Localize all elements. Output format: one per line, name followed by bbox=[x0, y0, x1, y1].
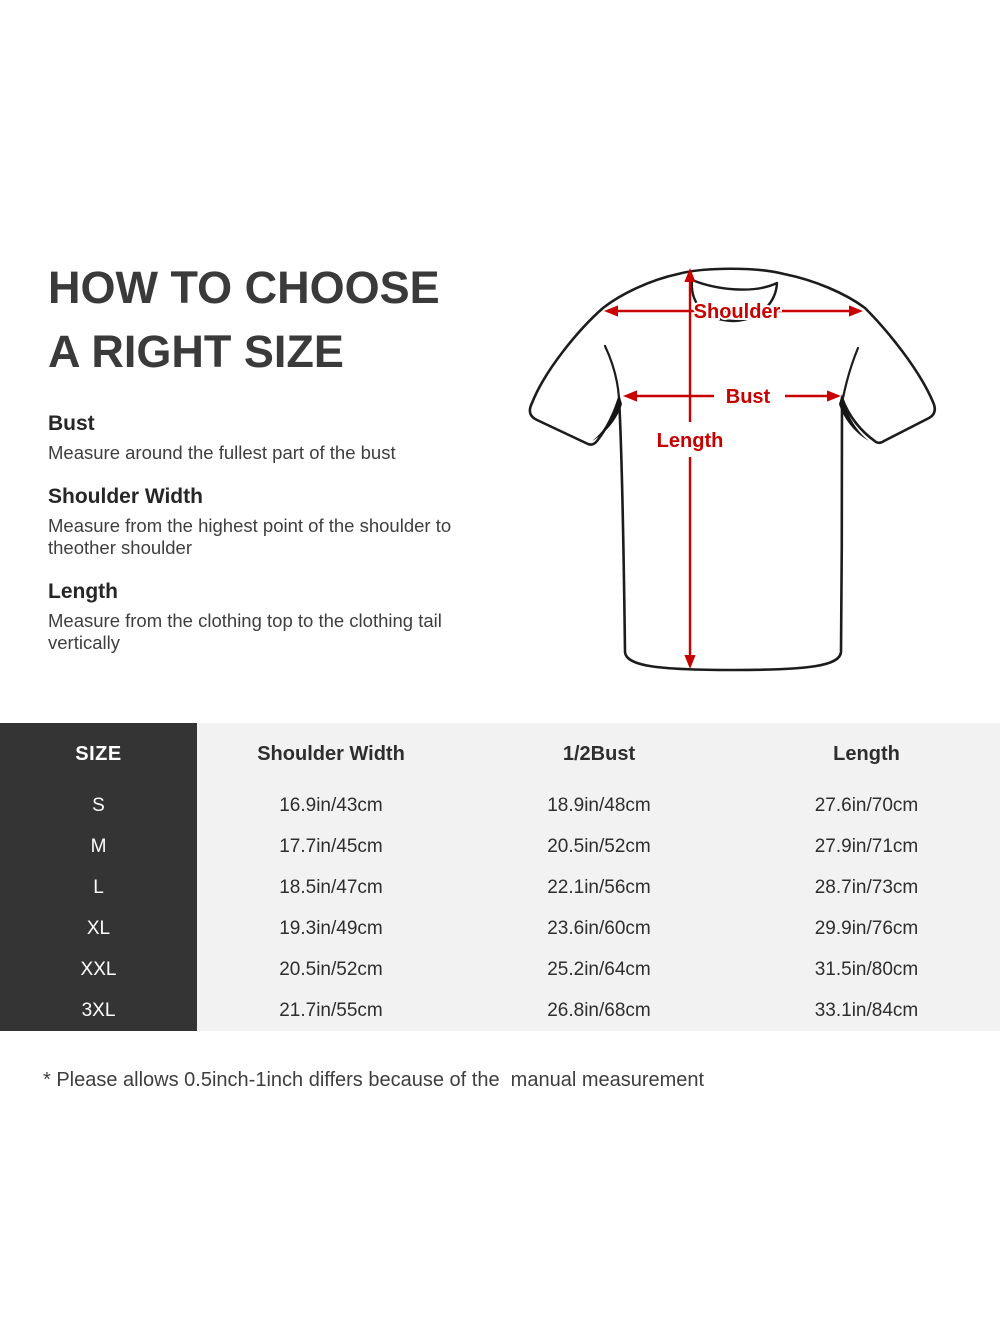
tshirt-armhole-seam-left bbox=[603, 344, 621, 400]
instruction-bust: Bust Measure around the fullest part of … bbox=[48, 412, 503, 464]
xxl-bust-value: 25.2in/64cm bbox=[465, 949, 733, 990]
tshirt-armpit-right bbox=[839, 394, 869, 441]
3xl-bust-value: 26.8in/68cm bbox=[465, 990, 733, 1031]
instruction-length-term: Length bbox=[48, 580, 118, 603]
xxl-length-value: 31.5in/80cm bbox=[733, 949, 1000, 990]
bust-measure-arrow bbox=[623, 390, 841, 402]
xl-shoulder-value: 19.3in/49cm bbox=[197, 908, 465, 949]
xxl-shoulder-value: 20.5in/52cm bbox=[197, 949, 465, 990]
page-title-line1: HOW TO CHOOSE bbox=[48, 262, 440, 313]
instruction-bust-desc: Measure around the fullest part of the b… bbox=[48, 442, 396, 463]
measuring-instructions: Bust Measure around the fullest part of … bbox=[48, 412, 503, 675]
s-shoulder-value: 16.9in/43cm bbox=[197, 785, 465, 826]
column-header-size: SIZE bbox=[0, 723, 197, 785]
instruction-length-desc: Measure from the clothing top to the clo… bbox=[48, 610, 442, 653]
tshirt-measurement-diagram: Shoulder Bust Length bbox=[528, 267, 937, 672]
m-shoulder-value: 17.7in/45cm bbox=[197, 826, 465, 867]
page-title: HOW TO CHOOSE A RIGHT SIZE bbox=[48, 256, 440, 384]
tshirt-armpit-left bbox=[592, 394, 622, 441]
tshirt-armhole-seam-right bbox=[841, 346, 860, 400]
size-label-l: L bbox=[0, 867, 197, 908]
xl-bust-value: 23.6in/60cm bbox=[465, 908, 733, 949]
instruction-shoulder-width: Shoulder Width Measure from the highest … bbox=[48, 485, 503, 559]
measurement-disclaimer: * Please allows 0.5inch-1inch differs be… bbox=[43, 1069, 705, 1091]
m-length-value: 27.9in/71cm bbox=[733, 826, 1000, 867]
size-label-xl: XL bbox=[0, 908, 197, 949]
xl-length-value: 29.9in/76cm bbox=[733, 908, 1000, 949]
l-shoulder-value: 18.5in/47cm bbox=[197, 867, 465, 908]
column-header-shoulder-width: Shoulder Width bbox=[197, 723, 465, 785]
3xl-length-value: 33.1in/84cm bbox=[733, 990, 1000, 1031]
m-bust-value: 20.5in/52cm bbox=[465, 826, 733, 867]
instruction-bust-term: Bust bbox=[48, 412, 95, 435]
shoulder-arrow-label: Shoulder bbox=[694, 301, 781, 323]
l-bust-value: 22.1in/56cm bbox=[465, 867, 733, 908]
tshirt-outline bbox=[528, 267, 937, 672]
instruction-shoulder-width-desc: Measure from the highest point of the sh… bbox=[48, 515, 452, 558]
length-arrow-label: Length bbox=[657, 430, 724, 452]
s-bust-value: 18.9in/48cm bbox=[465, 785, 733, 826]
column-header-half-bust: 1/2Bust bbox=[465, 723, 733, 785]
instruction-shoulder-width-term: Shoulder Width bbox=[48, 485, 203, 508]
length-measure-arrow bbox=[684, 268, 696, 669]
bust-arrow-label: Bust bbox=[726, 386, 771, 408]
s-length-value: 27.6in/70cm bbox=[733, 785, 1000, 826]
size-label-xxl: XXL bbox=[0, 949, 197, 990]
column-header-length: Length bbox=[733, 723, 1000, 785]
size-label-3xl: 3XL bbox=[0, 990, 197, 1031]
l-length-value: 28.7in/73cm bbox=[733, 867, 1000, 908]
shoulder-measure-arrow bbox=[604, 305, 863, 317]
page-title-line2: A RIGHT SIZE bbox=[48, 326, 344, 377]
3xl-shoulder-value: 21.7in/55cm bbox=[197, 990, 465, 1031]
size-label-s: S bbox=[0, 785, 197, 826]
size-label-m: M bbox=[0, 826, 197, 867]
instruction-length: Length Measure from the clothing top to … bbox=[48, 580, 503, 654]
size-chart-table: SIZE Shoulder Width 1/2Bust Length S 16.… bbox=[0, 723, 1000, 1031]
